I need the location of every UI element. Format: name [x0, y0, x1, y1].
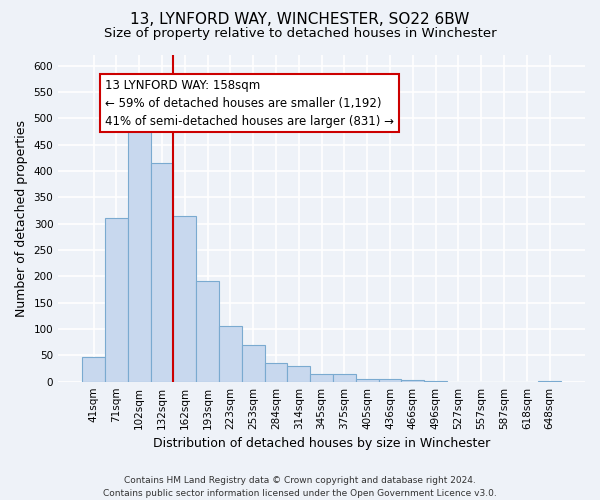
Bar — [196, 280, 219, 382]
Bar — [265, 363, 287, 382]
Y-axis label: Number of detached properties: Number of detached properties — [15, 120, 28, 317]
Bar — [333, 374, 356, 382]
Bar — [424, 381, 447, 382]
Bar — [82, 357, 105, 382]
Bar — [310, 374, 333, 382]
Bar — [242, 346, 265, 382]
Bar — [379, 379, 401, 382]
Bar — [401, 380, 424, 382]
Bar — [356, 379, 379, 382]
Text: 13, LYNFORD WAY, WINCHESTER, SO22 6BW: 13, LYNFORD WAY, WINCHESTER, SO22 6BW — [130, 12, 470, 28]
Bar — [128, 129, 151, 382]
X-axis label: Distribution of detached houses by size in Winchester: Distribution of detached houses by size … — [153, 437, 490, 450]
Bar — [173, 216, 196, 382]
Bar — [538, 381, 561, 382]
Text: 13 LYNFORD WAY: 158sqm
← 59% of detached houses are smaller (1,192)
41% of semi-: 13 LYNFORD WAY: 158sqm ← 59% of detached… — [105, 78, 394, 128]
Bar — [287, 366, 310, 382]
Text: Size of property relative to detached houses in Winchester: Size of property relative to detached ho… — [104, 28, 496, 40]
Bar — [151, 163, 173, 382]
Text: Contains HM Land Registry data © Crown copyright and database right 2024.
Contai: Contains HM Land Registry data © Crown c… — [103, 476, 497, 498]
Bar — [219, 326, 242, 382]
Bar — [105, 218, 128, 382]
